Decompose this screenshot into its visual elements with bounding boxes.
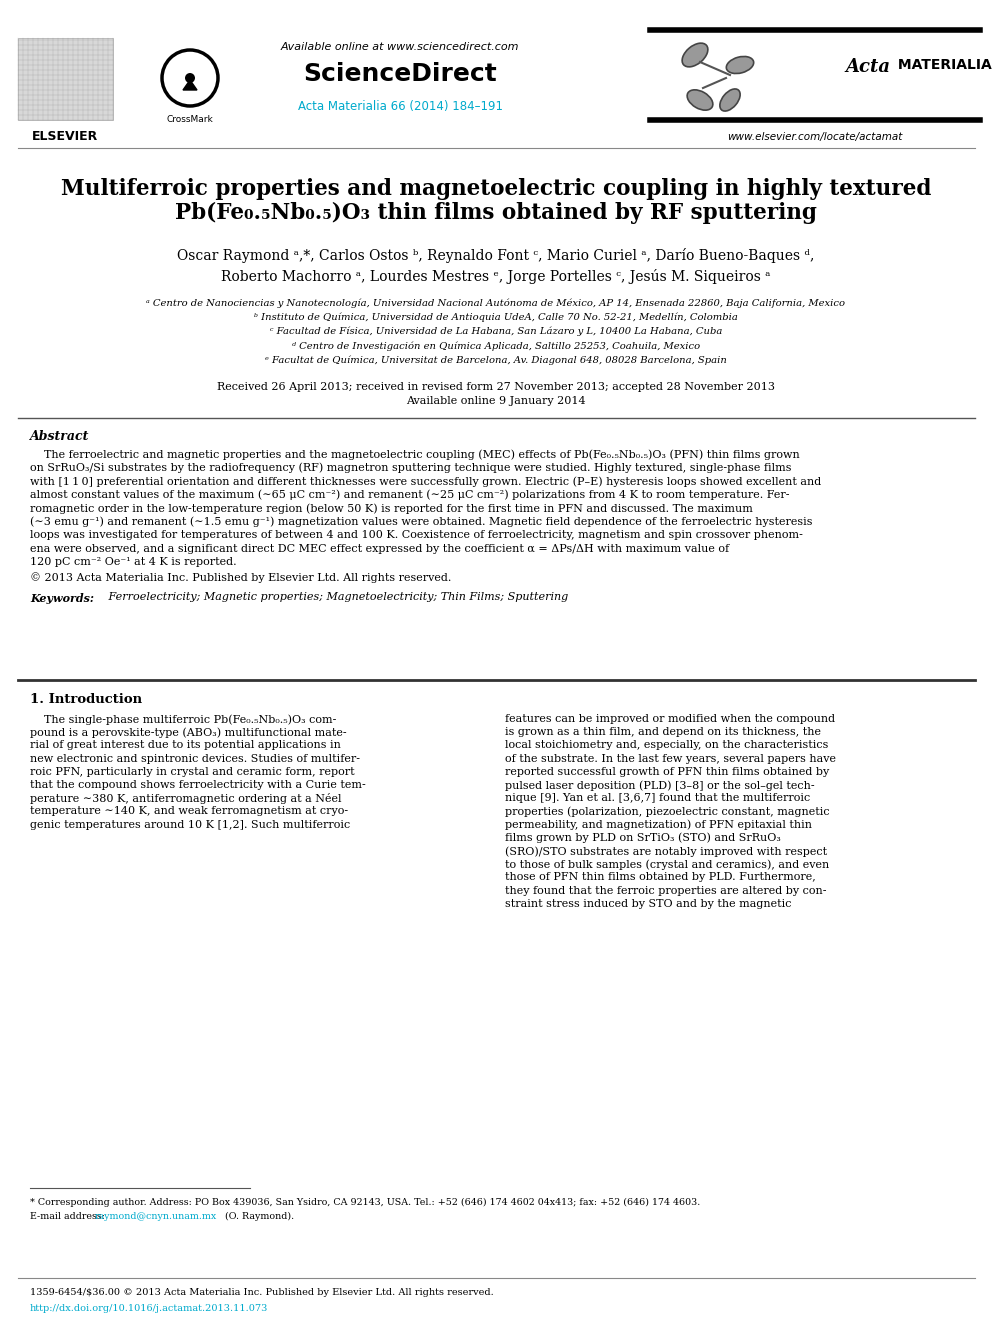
Text: that the compound shows ferroelectricity with a Curie tem-: that the compound shows ferroelectricity… — [30, 781, 366, 790]
Text: straint stress induced by STO and by the magnetic: straint stress induced by STO and by the… — [505, 898, 792, 909]
Text: raymond@cnyn.unam.mx: raymond@cnyn.unam.mx — [95, 1212, 217, 1221]
Text: The single-phase multiferroic Pb(Fe₀.₅Nb₀.₅)O₃ com-: The single-phase multiferroic Pb(Fe₀.₅Nb… — [30, 714, 336, 725]
Ellipse shape — [687, 90, 713, 110]
Text: with [1 1 0] preferential orientation and different thicknesses were successfull: with [1 1 0] preferential orientation an… — [30, 476, 821, 487]
Text: The ferroelectric and magnetic properties and the magnetoelectric coupling (MEC): The ferroelectric and magnetic propertie… — [30, 448, 800, 459]
Text: local stoichiometry and, especially, on the characteristics: local stoichiometry and, especially, on … — [505, 741, 828, 750]
Text: films grown by PLD on SrTiO₃ (STO) and SrRuO₃: films grown by PLD on SrTiO₃ (STO) and S… — [505, 832, 781, 843]
Text: Abstract: Abstract — [30, 430, 89, 443]
Text: ScienceDirect: ScienceDirect — [304, 62, 497, 86]
Text: they found that the ferroic properties are altered by con-: they found that the ferroic properties a… — [505, 885, 826, 896]
Text: ᵇ Instituto de Química, Universidad de Antioquia UdeA, Calle 70 No. 52-21, Medel: ᵇ Instituto de Química, Universidad de A… — [254, 312, 738, 321]
Text: genic temperatures around 10 K [1,2]. Such multiferroic: genic temperatures around 10 K [1,2]. Su… — [30, 820, 350, 830]
Text: almost constant values of the maximum (∼65 μC cm⁻²) and remanent (∼25 μC cm⁻²) p: almost constant values of the maximum (∼… — [30, 490, 790, 500]
Text: rial of great interest due to its potential applications in: rial of great interest due to its potent… — [30, 741, 341, 750]
Text: reported successful growth of PFN thin films obtained by: reported successful growth of PFN thin f… — [505, 767, 829, 777]
Text: © 2013 Acta Materialia Inc. Published by Elsevier Ltd. All rights reserved.: © 2013 Acta Materialia Inc. Published by… — [30, 573, 451, 583]
Text: ᵃ Centro de Nanociencias y Nanotecnología, Universidad Nacional Autónoma de Méxi: ᵃ Centro de Nanociencias y Nanotecnologí… — [147, 298, 845, 307]
Text: 1359-6454/$36.00 © 2013 Acta Materialia Inc. Published by Elsevier Ltd. All righ: 1359-6454/$36.00 © 2013 Acta Materialia … — [30, 1289, 494, 1297]
Text: ᵈ Centro de Investigación en Química Aplicada, Saltillo 25253, Coahuila, Mexico: ᵈ Centro de Investigación en Química Apl… — [292, 341, 700, 351]
Text: http://dx.doi.org/10.1016/j.actamat.2013.11.073: http://dx.doi.org/10.1016/j.actamat.2013… — [30, 1304, 269, 1312]
Text: 120 pC cm⁻² Oe⁻¹ at 4 K is reported.: 120 pC cm⁻² Oe⁻¹ at 4 K is reported. — [30, 557, 237, 568]
Text: permeability, and magnetization) of PFN epitaxial thin: permeability, and magnetization) of PFN … — [505, 820, 812, 830]
Text: Pb(Fe₀.₅Nb₀.₅)O₃ thin films obtained by RF sputtering: Pb(Fe₀.₅Nb₀.₅)O₃ thin films obtained by … — [175, 202, 817, 224]
Text: romagnetic order in the low-temperature region (below 50 K) is reported for the : romagnetic order in the low-temperature … — [30, 503, 753, 513]
Text: Multiferroic properties and magnetoelectric coupling in highly textured: Multiferroic properties and magnetoelect… — [61, 179, 931, 200]
Text: Received 26 April 2013; received in revised form 27 November 2013; accepted 28 N: Received 26 April 2013; received in revi… — [217, 382, 775, 392]
Text: roic PFN, particularly in crystal and ceramic form, report: roic PFN, particularly in crystal and ce… — [30, 767, 354, 777]
Text: (∼3 emu g⁻¹) and remanent (∼1.5 emu g⁻¹) magnetization values were obtained. Mag: (∼3 emu g⁻¹) and remanent (∼1.5 emu g⁻¹)… — [30, 516, 812, 527]
Text: ᶜ Facultad de Física, Universidad de La Habana, San Lázaro y L, 10400 La Habana,: ᶜ Facultad de Física, Universidad de La … — [270, 327, 722, 336]
Text: on SrRuO₃/Si substrates by the radiofrequency (RF) magnetron sputtering techniqu: on SrRuO₃/Si substrates by the radiofreq… — [30, 463, 792, 474]
Text: Available online 9 January 2014: Available online 9 January 2014 — [406, 396, 586, 406]
Text: MATERIALIA: MATERIALIA — [893, 58, 992, 71]
Text: Roberto Machorro ᵃ, Lourdes Mestres ᵉ, Jorge Portelles ᶜ, Jesús M. Siqueiros ᵃ: Roberto Machorro ᵃ, Lourdes Mestres ᵉ, J… — [221, 269, 771, 284]
Text: 1. Introduction: 1. Introduction — [30, 693, 142, 706]
Text: CrossMark: CrossMark — [167, 115, 213, 124]
Text: * Corresponding author. Address: PO Box 439036, San Ysidro, CA 92143, USA. Tel.:: * Corresponding author. Address: PO Box … — [30, 1199, 700, 1207]
Text: perature ∼380 K, antiferromagnetic ordering at a Néel: perature ∼380 K, antiferromagnetic order… — [30, 794, 341, 804]
Bar — [18, 38, 113, 120]
Text: ena were observed, and a significant direct DC MEC effect expressed by the coeff: ena were observed, and a significant dir… — [30, 544, 729, 553]
Ellipse shape — [720, 89, 740, 111]
Text: properties (polarization, piezoelectric constant, magnetic: properties (polarization, piezoelectric … — [505, 807, 829, 818]
Text: temperature ∼140 K, and weak ferromagnetism at cryo-: temperature ∼140 K, and weak ferromagnet… — [30, 807, 348, 816]
Text: Oscar Raymond ᵃ,*, Carlos Ostos ᵇ, Reynaldo Font ᶜ, Mario Curiel ᵃ, Darío Bueno-: Oscar Raymond ᵃ,*, Carlos Ostos ᵇ, Reyna… — [178, 247, 814, 263]
Text: www.elsevier.com/locate/actamat: www.elsevier.com/locate/actamat — [727, 132, 903, 142]
Text: Keywords:: Keywords: — [30, 593, 94, 603]
Text: features can be improved or modified when the compound: features can be improved or modified whe… — [505, 714, 835, 724]
Text: (SRO)/STO substrates are notably improved with respect: (SRO)/STO substrates are notably improve… — [505, 845, 827, 856]
Text: ᵉ Facultat de Química, Universitat de Barcelona, Av. Diagonal 648, 08028 Barcelo: ᵉ Facultat de Química, Universitat de Ba… — [265, 356, 727, 365]
Text: loops was investigated for temperatures of between 4 and 100 K. Coexistence of f: loops was investigated for temperatures … — [30, 531, 803, 540]
Ellipse shape — [726, 57, 754, 74]
Polygon shape — [183, 79, 197, 90]
Text: Acta Materialia 66 (2014) 184–191: Acta Materialia 66 (2014) 184–191 — [298, 101, 503, 112]
Text: Ferroelectricity; Magnetic properties; Magnetoelectricity; Thin Films; Sputterin: Ferroelectricity; Magnetic properties; M… — [105, 593, 568, 602]
Text: is grown as a thin film, and depend on its thickness, the: is grown as a thin film, and depend on i… — [505, 728, 821, 737]
Text: ELSEVIER: ELSEVIER — [32, 130, 98, 143]
Text: pulsed laser deposition (PLD) [3–8] or the sol–gel tech-: pulsed laser deposition (PLD) [3–8] or t… — [505, 781, 814, 791]
Text: Acta: Acta — [845, 58, 890, 75]
Text: new electronic and spintronic devices. Studies of multifer-: new electronic and spintronic devices. S… — [30, 754, 360, 763]
Ellipse shape — [682, 44, 708, 67]
Text: of the substrate. In the last few years, several papers have: of the substrate. In the last few years,… — [505, 754, 836, 763]
Text: to those of bulk samples (crystal and ceramics), and even: to those of bulk samples (crystal and ce… — [505, 859, 829, 869]
Text: those of PFN thin films obtained by PLD. Furthermore,: those of PFN thin films obtained by PLD.… — [505, 872, 815, 882]
Text: Available online at www.sciencedirect.com: Available online at www.sciencedirect.co… — [281, 42, 519, 52]
Text: pound is a perovskite-type (ABO₃) multifunctional mate-: pound is a perovskite-type (ABO₃) multif… — [30, 728, 346, 738]
Text: nique [9]. Yan et al. [3,6,7] found that the multiferroic: nique [9]. Yan et al. [3,6,7] found that… — [505, 794, 810, 803]
Text: E-mail address:: E-mail address: — [30, 1212, 108, 1221]
Circle shape — [185, 73, 195, 83]
Text: (O. Raymond).: (O. Raymond). — [222, 1212, 294, 1221]
